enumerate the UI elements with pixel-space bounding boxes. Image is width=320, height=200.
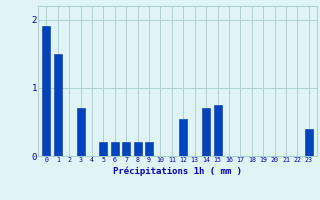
Bar — [54, 54, 62, 156]
Bar — [213, 105, 221, 156]
X-axis label: Précipitations 1h ( mm ): Précipitations 1h ( mm ) — [113, 166, 242, 176]
Bar — [42, 26, 50, 156]
Bar — [100, 142, 108, 156]
Bar — [122, 142, 130, 156]
Bar — [179, 118, 187, 156]
Bar — [145, 142, 153, 156]
Bar — [76, 108, 84, 156]
Bar — [305, 129, 313, 156]
Bar — [134, 142, 142, 156]
Bar — [111, 142, 119, 156]
Bar — [202, 108, 210, 156]
